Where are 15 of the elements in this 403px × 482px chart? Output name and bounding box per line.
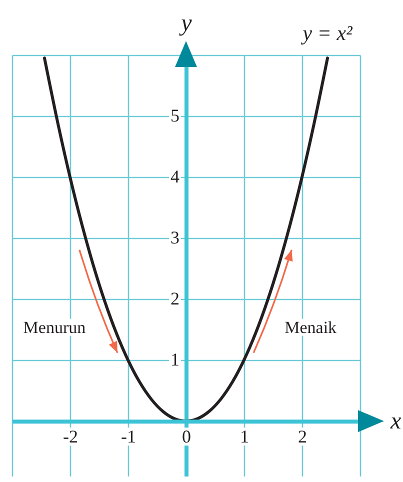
- y-tick-label: 4: [170, 166, 180, 187]
- annotation: Menurun: [23, 318, 86, 337]
- series-label: y = x²: [300, 21, 354, 46]
- y-tick-label: 1: [170, 350, 180, 370]
- y-tick-label: 5: [170, 106, 180, 126]
- annotation: Menaik: [284, 318, 338, 337]
- x-tick-label: -2: [63, 426, 78, 447]
- x-tick-label: 1: [240, 426, 249, 447]
- x-tick-label: -1: [121, 426, 136, 447]
- y-axis-title: y: [179, 10, 192, 36]
- y-tick-label: 3: [170, 228, 180, 248]
- y-tick-label: 2: [170, 288, 180, 309]
- x-axis-title: x: [390, 408, 402, 435]
- x-tick-label: 2: [298, 426, 307, 447]
- x-tick-label: 0: [182, 426, 191, 447]
